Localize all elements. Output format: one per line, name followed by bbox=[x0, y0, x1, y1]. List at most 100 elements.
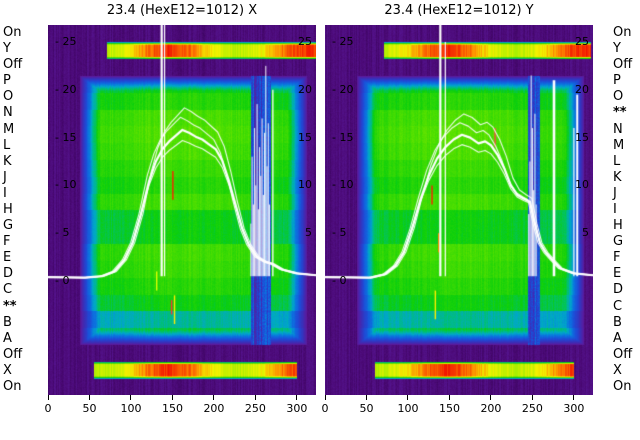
channel-label-right: G bbox=[613, 234, 624, 250]
y-tick-label: - 5 bbox=[332, 226, 347, 240]
x-tick-label: 150 bbox=[438, 402, 460, 415]
x-tick-label: 50 bbox=[359, 402, 374, 415]
y-tick-label-right: 5 bbox=[305, 226, 312, 240]
plot-title-x: 23.4 (HexE12=1012) X bbox=[106, 3, 258, 18]
channel-label-right: D bbox=[613, 282, 624, 298]
y-tick-label-right: 25 bbox=[575, 35, 589, 48]
y-tick-label: - 5 bbox=[55, 226, 70, 240]
y-tick-label-right: 10 bbox=[575, 178, 589, 192]
x-tick-label: 100 bbox=[397, 402, 419, 415]
channel-label-left: G bbox=[3, 218, 14, 234]
x-tick-label: 50 bbox=[82, 402, 97, 415]
y-tick-label: - 15 bbox=[55, 130, 77, 144]
channel-label-right: B bbox=[613, 314, 622, 330]
channel-label-left: L bbox=[3, 137, 11, 153]
x-tick-mark bbox=[365, 395, 367, 400]
x-tick-label: 0 bbox=[44, 402, 52, 415]
y-tick-label-right: 15 bbox=[298, 130, 312, 144]
x-tick-mark bbox=[296, 395, 298, 400]
channel-label-left: Off bbox=[3, 346, 23, 362]
y-tick-label: - 25 bbox=[55, 35, 77, 48]
y-tick-label: - 15 bbox=[332, 130, 354, 144]
x-tick-label: 100 bbox=[120, 402, 142, 415]
channel-label-left: On bbox=[3, 378, 22, 394]
y-tick-label-right: 20 bbox=[575, 82, 589, 96]
channel-label-right: On bbox=[613, 25, 632, 41]
y-tick-label: - 10 bbox=[332, 178, 354, 192]
channel-label-left: D bbox=[3, 266, 14, 282]
channel-label-right: I bbox=[613, 202, 617, 217]
channel-label-left: I bbox=[3, 185, 7, 201]
x-tick-label: 0 bbox=[321, 402, 329, 415]
selected-channel-marker-right: ** bbox=[613, 105, 627, 121]
y-tick-label-right: 5 bbox=[582, 226, 589, 240]
plot-title-y: 23.4 (HexE12=1012) Y bbox=[384, 3, 534, 18]
channel-label-right: On bbox=[613, 378, 632, 394]
selected-channel-marker-left: ** bbox=[3, 298, 17, 314]
x-tick-label: 150 bbox=[161, 402, 183, 415]
channel-label-right: Off bbox=[613, 346, 633, 362]
heatmap-canvas-x bbox=[48, 25, 316, 395]
x-tick-mark bbox=[531, 395, 533, 400]
x-tick-mark bbox=[448, 395, 450, 400]
x-tick-label: 250 bbox=[244, 402, 266, 415]
x-tick-label: 300 bbox=[563, 402, 585, 415]
channel-label-left: J bbox=[3, 169, 7, 185]
y-tick-label-right: 20 bbox=[298, 82, 312, 96]
y-tick-label: - 0 bbox=[55, 274, 70, 287]
channel-label-right: O bbox=[613, 89, 624, 105]
x-tick-label: 200 bbox=[480, 402, 502, 415]
channel-label-left: M bbox=[3, 121, 15, 137]
x-tick-mark bbox=[573, 395, 575, 400]
channel-label-left: K bbox=[3, 153, 12, 169]
x-tick-mark bbox=[88, 395, 90, 400]
y-tick-label-right: 15 bbox=[575, 130, 589, 144]
channel-label-left: On bbox=[3, 25, 22, 41]
channel-label-right: C bbox=[613, 298, 623, 314]
channel-label-left: B bbox=[3, 314, 12, 330]
plot-wrap-1: - 25- 20- 15- 10- 5- 0 25 20 15 10 5 0 50 100 150… bbox=[322, 25, 593, 419]
channel-label-right: L bbox=[613, 153, 621, 169]
y-tick-label-right: 10 bbox=[298, 178, 312, 192]
y-tick-label-right: 25 bbox=[298, 35, 312, 48]
channel-label-left: O bbox=[3, 89, 14, 105]
x-tick-mark bbox=[130, 395, 132, 400]
channel-label-right: N bbox=[613, 121, 623, 137]
y-tick-label: - 0 bbox=[332, 274, 347, 287]
y-tick-label: - 25 bbox=[332, 35, 354, 48]
x-tick-mark bbox=[213, 395, 215, 400]
channel-label-right: H bbox=[613, 218, 623, 234]
x-tick-mark bbox=[407, 395, 409, 400]
channel-label-right: A bbox=[613, 330, 622, 346]
channel-label-left: N bbox=[3, 105, 13, 121]
channel-label-left: P bbox=[3, 73, 11, 89]
channel-label-left: A bbox=[3, 330, 12, 346]
channel-label-left: Y bbox=[3, 41, 11, 57]
channel-label-right: X bbox=[613, 362, 622, 378]
channel-label-left: X bbox=[3, 362, 12, 378]
channel-label-right: P bbox=[613, 73, 621, 89]
x-tick-mark bbox=[254, 395, 256, 400]
channel-label-right: J bbox=[613, 185, 617, 201]
channel-label-right: Y bbox=[613, 41, 621, 57]
channel-label-left: E bbox=[3, 250, 12, 266]
channel-label-left: F bbox=[3, 234, 11, 250]
x-tick-mark bbox=[324, 395, 326, 400]
channel-label-left: C bbox=[3, 282, 13, 298]
x-tick-label: 200 bbox=[203, 402, 225, 415]
x-tick-mark bbox=[490, 395, 492, 400]
channel-label-right: E bbox=[613, 266, 622, 282]
channel-label-left: Off bbox=[3, 57, 23, 73]
channel-label-right: Off bbox=[613, 57, 633, 73]
channel-labels-right: On Y Off P O ** N M L K J I H G F E D C B A Off X On bbox=[610, 0, 640, 440]
plot-wrap-0: - 25- 20- 15- 10- 5- 0 25 20 15 10 5 0 50 100 150… bbox=[45, 25, 316, 419]
heatmap-canvas-y bbox=[325, 25, 593, 395]
x-tick-mark bbox=[47, 395, 49, 400]
x-tick-mark bbox=[171, 395, 173, 400]
y-tick-label: - 20 bbox=[55, 82, 77, 96]
y-tick-label: - 10 bbox=[55, 178, 77, 192]
channel-label-right: M bbox=[613, 137, 625, 153]
channel-label-right: F bbox=[613, 250, 621, 266]
y-tick-label: - 20 bbox=[332, 82, 354, 96]
